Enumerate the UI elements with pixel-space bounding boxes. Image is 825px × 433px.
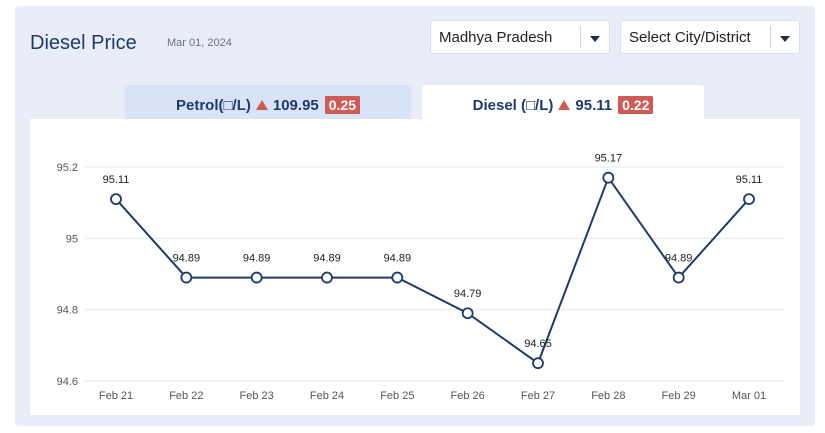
- city-select[interactable]: Select City/District: [620, 20, 800, 54]
- tab-petrol-change-badge: 0.25: [324, 96, 361, 114]
- select-divider: [580, 26, 581, 48]
- data-label: 94.89: [384, 253, 412, 265]
- tab-petrol[interactable]: Petrol(□/L) 109.95 0.25: [125, 85, 411, 125]
- data-point: [250, 271, 263, 284]
- chevron-down-icon[interactable]: [581, 21, 609, 53]
- data-point: [321, 271, 333, 284]
- chevron-down-icon[interactable]: [771, 21, 799, 53]
- x-tick-label: Feb 28: [591, 390, 625, 402]
- data-point: [672, 271, 685, 284]
- tab-petrol-price: 109.95: [272, 96, 319, 114]
- data-point: [461, 307, 474, 320]
- price-up-icon: [558, 100, 571, 110]
- x-tick-label: Feb 27: [521, 390, 555, 402]
- tab-diesel-change-badge: 0.22: [618, 96, 654, 114]
- price-up-icon: [255, 100, 268, 110]
- data-point: [110, 193, 122, 205]
- price-date: Mar 01, 2024: [167, 37, 232, 49]
- diesel-price-panel: Diesel Price Mar 01, 2024 Madhya Pradesh…: [15, 6, 815, 426]
- diesel-price-line-chart: 94.6 94.8 95 95.2 Feb 21 Feb 22 Feb 23 Feb 24 Fe…: [57, 153, 785, 402]
- x-tick-label: Feb 22: [169, 390, 203, 402]
- data-point: [602, 171, 615, 184]
- data-point: [743, 193, 755, 205]
- state-select-value: Madhya Pradesh: [439, 28, 553, 46]
- x-tick-label: Feb 25: [380, 390, 414, 402]
- chart-area: 94.6 94.8 95 95.2 Feb 21 Feb 22 Feb 23 Feb 24 Fe…: [30, 119, 800, 415]
- tab-diesel-label: Diesel (□/L): [472, 96, 554, 114]
- y-tick-label: 94.8: [57, 305, 78, 317]
- data-label: 94.89: [173, 253, 201, 265]
- data-point: [180, 271, 193, 284]
- data-label: 95.11: [736, 174, 763, 186]
- x-tick-label: Feb 29: [662, 390, 696, 402]
- tab-petrol-label: Petrol(□/L): [175, 96, 251, 114]
- x-tick-label: Feb 23: [240, 390, 274, 402]
- y-tick-label: 95.2: [57, 162, 78, 174]
- y-tick-label: 95: [66, 233, 78, 245]
- x-tick-label: Mar 01: [732, 390, 766, 402]
- x-tick-label: Feb 21: [99, 390, 133, 402]
- data-label: 94.65: [524, 338, 552, 350]
- data-label: 94.89: [313, 253, 341, 265]
- data-label: 94.89: [665, 253, 693, 265]
- state-select[interactable]: Madhya Pradesh: [430, 20, 610, 54]
- data-label: 94.79: [454, 288, 482, 300]
- page-title: Diesel Price: [30, 32, 137, 54]
- tab-diesel-price: 95.11: [575, 96, 613, 114]
- series-line: [115, 175, 750, 365]
- data-point: [532, 357, 544, 370]
- x-tick-label: Feb 24: [310, 390, 344, 402]
- y-tick-label: 94.6: [57, 376, 78, 388]
- data-label: 95.17: [595, 153, 623, 165]
- data-point: [391, 271, 404, 284]
- data-label: 95.11: [103, 174, 130, 186]
- tab-diesel[interactable]: Diesel (□/L) 95.11 0.22: [422, 85, 704, 125]
- city-select-value: Select City/District: [629, 28, 751, 46]
- select-divider: [770, 26, 771, 48]
- x-tick-label: Feb 26: [451, 390, 485, 402]
- data-label: 94.89: [243, 253, 271, 265]
